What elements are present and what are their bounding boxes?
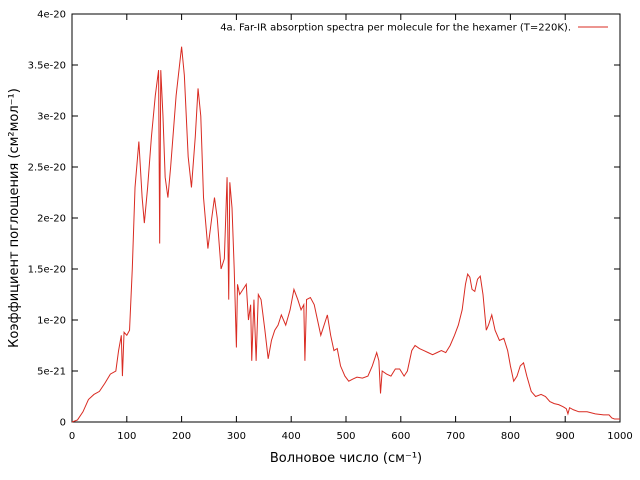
y-tick-label: 5e-21 [37,367,66,378]
x-tick-label: 900 [556,431,575,442]
x-tick-label: 800 [501,431,520,442]
x-tick-label: 100 [117,431,136,442]
x-tick-label: 300 [227,431,246,442]
x-tick-label: 500 [336,431,355,442]
y-tick-label: 1e-20 [37,316,66,327]
x-tick-label: 0 [69,431,75,442]
y-tick-label: 3.5e-20 [28,61,66,72]
y-tick-label: 1.5e-20 [28,265,66,276]
x-tick-label: 200 [172,431,191,442]
x-tick-label: 400 [282,431,301,442]
y-tick-label: 2e-20 [37,214,66,225]
x-tick-label: 1000 [607,431,632,442]
x-axis-label: Волновое число (см⁻¹) [270,451,422,466]
y-tick-label: 4e-20 [37,10,66,21]
data-line [71,46,620,423]
y-tick-label: 2.5e-20 [28,163,66,174]
y-axis-label: Коэффициент поглощения (см²мол⁻¹) [7,88,22,348]
y-tick-label: 3e-20 [37,112,66,123]
plot-border [71,13,621,423]
legend-label: 4a. Far-IR absorption spectra per molecu… [220,23,571,34]
x-tick-label: 700 [446,431,465,442]
y-tick-label: 0 [60,418,66,429]
x-tick-label: 600 [391,431,410,442]
